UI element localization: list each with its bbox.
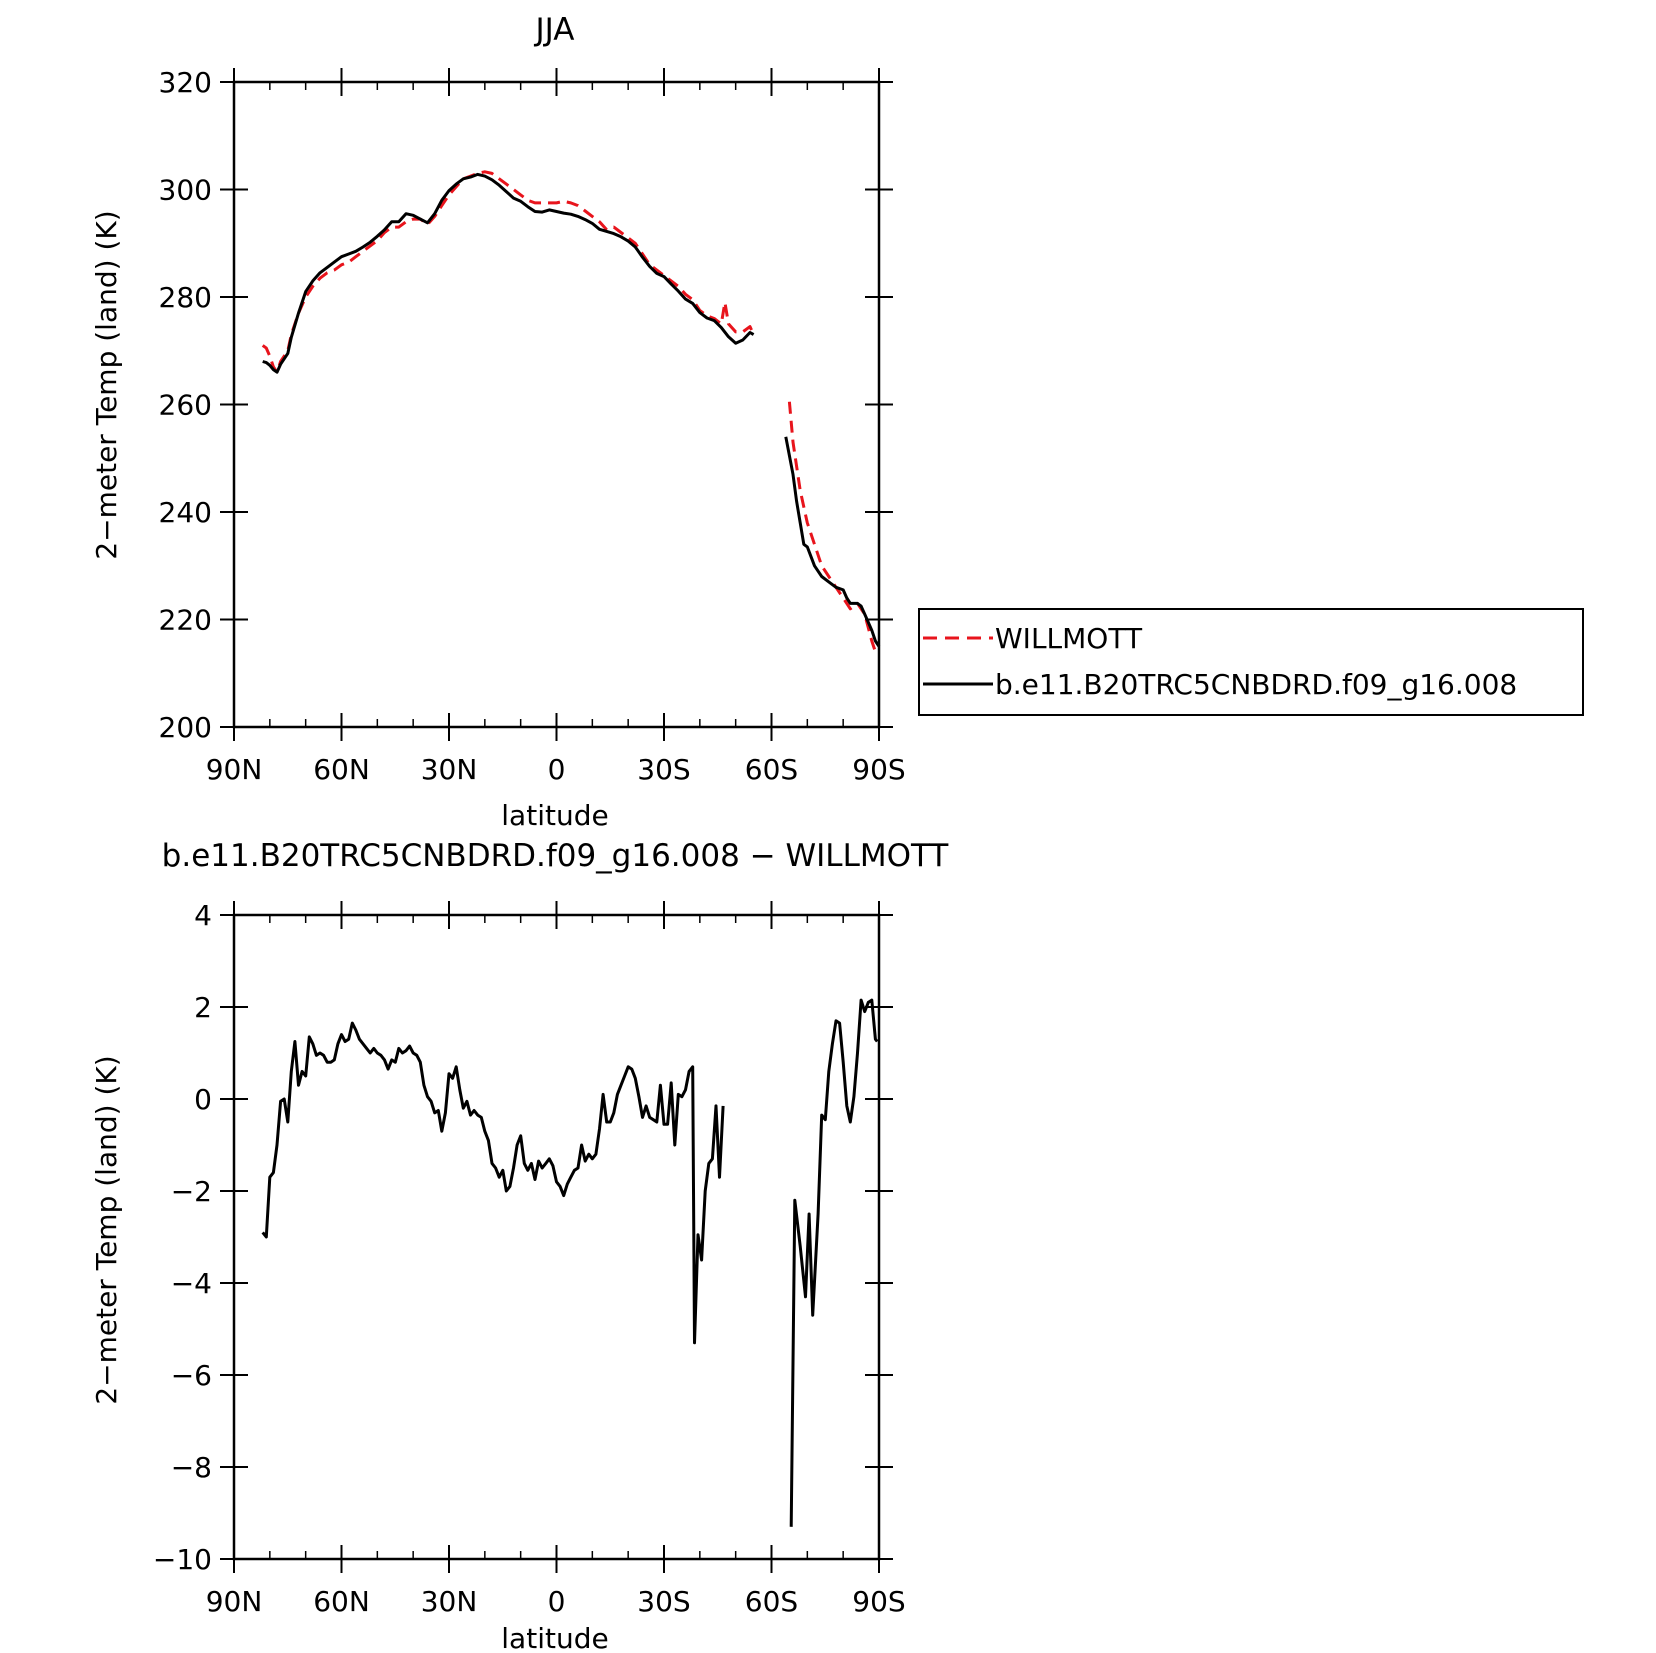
y-tick-label: 240 — [159, 496, 212, 529]
series-line — [261, 1021, 725, 1345]
x-tick-label: 0 — [548, 1585, 566, 1618]
difference-panel: b.e11.B20TRC5CNBDRD.f09_g16.008 − WILLMO… — [90, 838, 949, 1653]
series-line — [784, 436, 881, 648]
x-axis-label: latitude — [501, 1622, 608, 1653]
y-tick-label: −10 — [153, 1543, 212, 1576]
series-line — [262, 172, 755, 374]
x-tick-label: 60N — [313, 1585, 370, 1618]
y-tick-label: −6 — [171, 1359, 212, 1392]
x-tick-label: 30S — [637, 753, 690, 786]
legend: WILLMOTT b.e11.B20TRC5CNBDRD.f09_g16.008 — [918, 608, 1584, 716]
y-tick-label: 0 — [194, 1083, 212, 1116]
y-tick-label: 300 — [159, 174, 212, 207]
x-tick-label: 30N — [421, 753, 478, 786]
y-axis-label: 2−meter Temp (land) (K) — [90, 1055, 123, 1404]
series-line — [261, 170, 755, 374]
plot-area: −10 −8 −6 −4 −2 0 2 4 90N 60N 30N 0 30S 60S 90S — [153, 899, 906, 1618]
x-tick-label: 60S — [745, 1585, 798, 1618]
y-tick-label: −8 — [171, 1451, 212, 1484]
y-axis-label: 2−meter Temp (land) (K) — [90, 210, 123, 559]
panel-title: JJA — [534, 12, 575, 48]
x-tick-label: 30N — [421, 1585, 478, 1618]
y-tick-label: −4 — [171, 1267, 212, 1300]
x-tick-label: 60N — [313, 753, 370, 786]
y-tick-label: 4 — [194, 899, 212, 932]
series-line — [789, 998, 879, 1527]
panel-title: b.e11.B20TRC5CNBDRD.f09_g16.008 − WILLMO… — [162, 838, 950, 874]
y-tick-label: 220 — [159, 604, 212, 637]
x-tick-label: 0 — [548, 753, 566, 786]
y-tick-label: 320 — [159, 66, 212, 99]
temperature-panel: JJA 200 220 240 260 280 300 320 90N 60N 30N 0 30S 60… — [90, 12, 906, 832]
x-tick-label: 90N — [206, 1585, 263, 1618]
x-tick-label: 90S — [852, 753, 905, 786]
x-tick-label: 60S — [745, 753, 798, 786]
x-tick-label: 90N — [206, 753, 263, 786]
x-axis-label: latitude — [501, 799, 608, 832]
y-tick-label: 280 — [159, 281, 212, 314]
y-tick-label: 2 — [194, 991, 212, 1024]
y-tick-label: 200 — [159, 711, 212, 744]
plot-frame — [232, 913, 881, 1561]
plot-frame — [232, 80, 881, 729]
x-tick-label: 90S — [852, 1585, 905, 1618]
legend-label-model: b.e11.B20TRC5CNBDRD.f09_g16.008 — [995, 668, 1517, 701]
y-tick-label: 260 — [159, 389, 212, 422]
plot-area: 200 220 240 260 280 300 320 90N 60N 30N 0 30S 60S 90S — [159, 66, 906, 786]
x-tick-label: 30S — [637, 1585, 690, 1618]
legend-label-willmott: WILLMOTT — [995, 622, 1143, 655]
y-tick-label: −2 — [171, 1175, 212, 1208]
legend-box — [918, 608, 1584, 716]
